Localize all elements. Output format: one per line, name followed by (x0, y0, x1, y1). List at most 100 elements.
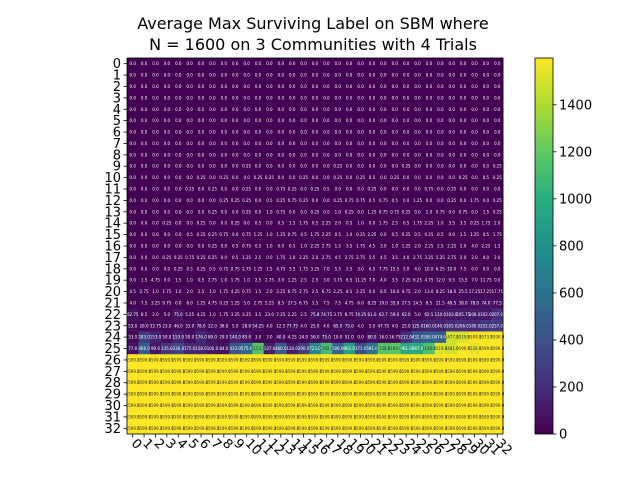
cell-value-label: 0.0 (164, 232, 171, 237)
cell-value-label: 1599.0 (171, 392, 185, 397)
cell-value-label: 1.0 (357, 221, 364, 226)
heatmap-cell (468, 399, 481, 412)
cell-value-label: 0.0 (198, 244, 205, 249)
cell-value-label: 1.5 (141, 278, 148, 283)
cell-value-label: 1599.0 (331, 357, 345, 362)
heatmap-cell (377, 194, 390, 207)
heatmap-cell (263, 342, 276, 355)
heatmap-cell (275, 308, 287, 321)
cell-value-label: 0.0 (483, 73, 490, 78)
heatmap-cell (218, 80, 230, 93)
heatmap-cell (423, 137, 435, 150)
cell-value-label: 0.0 (289, 95, 296, 100)
cell-value-label: 0.0 (278, 141, 285, 146)
cell-value-label: 0.0 (209, 130, 216, 135)
cell-value-label: 2.5 (300, 312, 307, 317)
y-tick-label: 16 (104, 240, 121, 255)
cell-value-label: 0.0 (175, 73, 182, 78)
heatmap-cell (434, 126, 447, 139)
cell-value-label: 0.0 (483, 61, 490, 66)
heatmap-cell (411, 58, 424, 70)
heatmap-cell (206, 354, 219, 366)
heatmap-cell (183, 377, 196, 389)
cell-value-label: 1599.0 (479, 380, 493, 385)
heatmap-cell (411, 354, 424, 366)
heatmap-cell (229, 149, 242, 161)
heatmap-cell (423, 69, 435, 82)
heatmap-cell (195, 365, 208, 378)
heatmap-cell (195, 308, 208, 321)
cell-value-label: 23.0 (265, 312, 274, 317)
heatmap-cell (366, 285, 378, 298)
cell-value-label: 1599.0 (205, 369, 219, 374)
cell-value-label: 4.0 (300, 323, 307, 328)
heatmap-cell (195, 342, 208, 355)
cell-value-label: 0.25 (265, 175, 274, 180)
cell-value-label: 1.25 (276, 232, 285, 237)
cell-value-label: 0.25 (356, 232, 365, 237)
heatmap-cell (229, 308, 242, 321)
heatmap-cell (297, 297, 310, 309)
cell-value-label: 0.0 (437, 107, 444, 112)
heatmap-cell (457, 228, 470, 241)
heatmap-cell (423, 308, 435, 321)
heatmap-cell (491, 194, 504, 207)
cell-value-label: 0.0 (186, 130, 193, 135)
heatmap-cell (377, 274, 390, 287)
cell-value-label: 1599.0 (365, 403, 379, 408)
heatmap-cell (263, 388, 276, 401)
cell-value-label: 5.25 (265, 300, 274, 305)
cell-value-label: 1599.0 (137, 357, 151, 362)
heatmap-cell (320, 422, 333, 435)
heatmap-cell (468, 103, 481, 116)
cell-value-label: 0.25 (447, 187, 456, 192)
heatmap-cell (366, 320, 378, 332)
heatmap-cell (457, 285, 470, 298)
cell-value-label: 723.0 (309, 346, 321, 351)
cell-value-label: 2.0 (266, 289, 273, 294)
heatmap-cell (480, 320, 492, 332)
heatmap-cell (468, 217, 481, 230)
cell-value-label: 5.0 (414, 312, 421, 317)
cell-value-label: 0.0 (494, 84, 501, 89)
heatmap-cell (411, 137, 424, 150)
cell-value-label: 0.0 (266, 84, 273, 89)
cell-value-label: 2.75 (413, 255, 422, 260)
heatmap-cell (343, 308, 356, 321)
heatmap-cell (263, 308, 276, 321)
heatmap-cell (468, 194, 481, 207)
heatmap-cell (138, 103, 151, 116)
cell-value-label: 1.5 (289, 221, 296, 226)
cell-value-label: 0.0 (266, 95, 273, 100)
heatmap-cell (468, 160, 481, 173)
heatmap-cell (332, 183, 344, 196)
heatmap-cell (332, 320, 344, 332)
cell-value-label: 1.5 (335, 244, 342, 249)
cell-value-label: 0.0 (380, 95, 387, 100)
heatmap-cell (252, 160, 265, 173)
heatmap-cell (468, 274, 481, 287)
cell-value-label: 207.0 (492, 312, 504, 317)
heatmap-cell (183, 365, 196, 378)
heatmap-cell (286, 206, 299, 218)
heatmap-cell (320, 149, 333, 161)
cell-value-label: 56.0 (311, 335, 320, 340)
cell-value-label: 0.5 (186, 232, 193, 237)
cell-value-label: 2.25 (424, 244, 433, 249)
cell-value-label: 0.0 (471, 187, 478, 192)
cell-value-label: 0.0 (426, 141, 433, 146)
cell-value-label: 0.75 (288, 232, 297, 237)
heatmap-cell (149, 92, 162, 104)
cell-value-label: 1599.0 (490, 335, 504, 340)
heatmap-cell (320, 126, 333, 139)
cell-value-label: 0.0 (449, 141, 456, 146)
cell-value-label: 4.25 (288, 335, 297, 340)
heatmap-cell (195, 58, 208, 70)
heatmap-cell (240, 194, 253, 207)
cell-value-label: 0.0 (323, 152, 330, 157)
heatmap-cell (491, 160, 504, 173)
heatmap-cell (229, 377, 242, 389)
cell-value-label: 2.5 (312, 289, 319, 294)
heatmap-cell (309, 137, 321, 150)
cell-value-label: 0.0 (255, 141, 262, 146)
